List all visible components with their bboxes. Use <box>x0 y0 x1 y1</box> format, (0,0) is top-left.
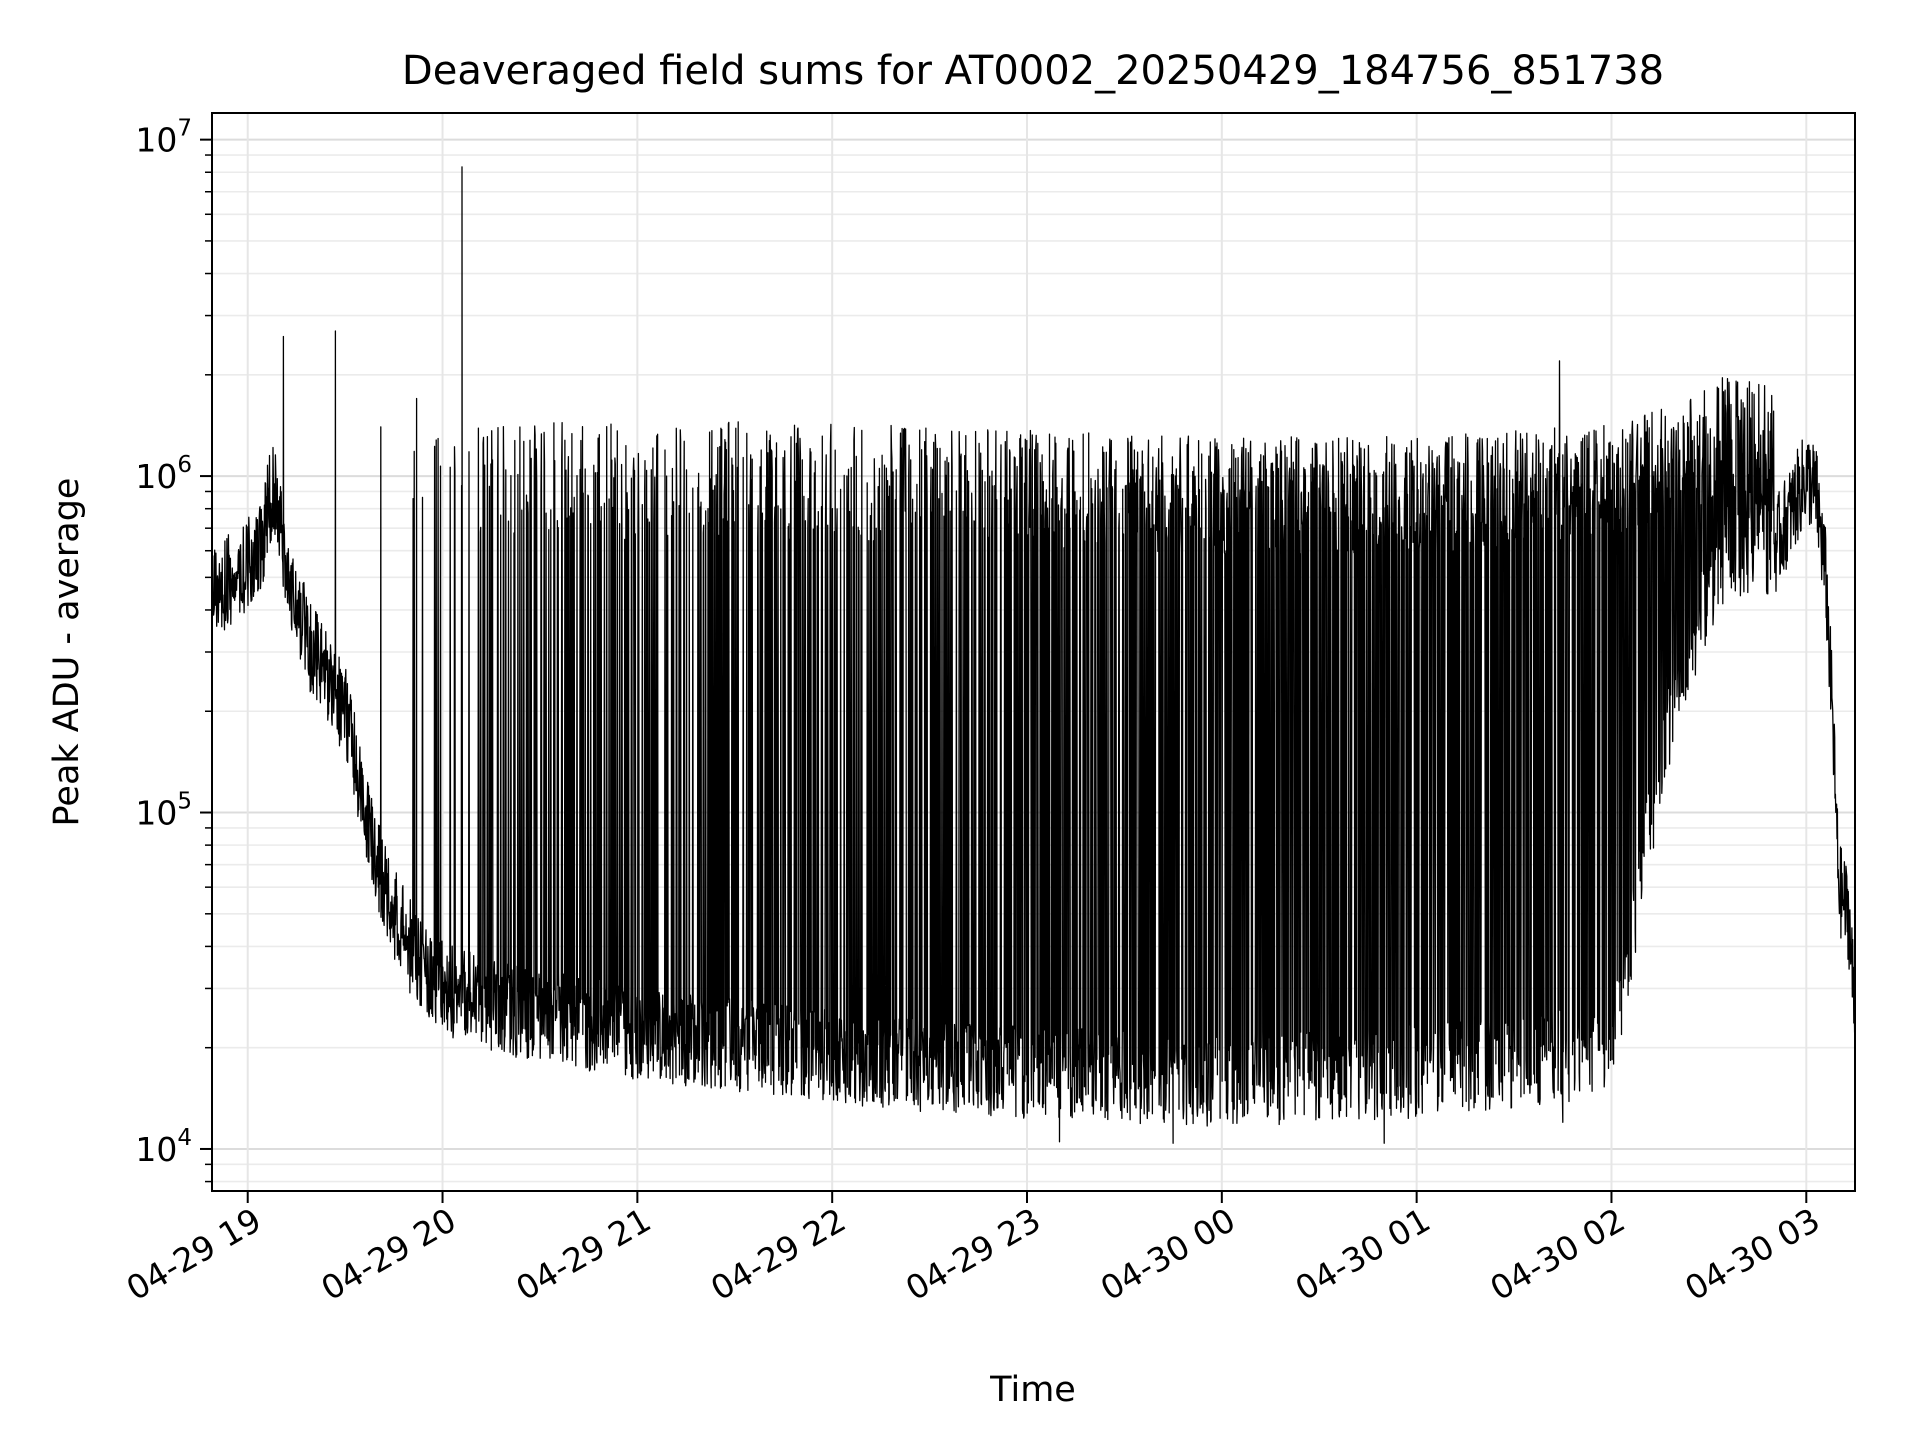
plot-lines <box>211 166 1856 1144</box>
y-axis: 104 105 106 107 <box>135 116 212 1183</box>
series-line <box>211 166 1856 1144</box>
y-tick-label: 104 <box>135 1125 192 1169</box>
y-tick-label: 106 <box>135 452 192 496</box>
chart-title: Deaveraged field sums for AT0002_2025042… <box>402 48 1664 94</box>
y-axis-label: Peak ADU - average <box>47 478 87 827</box>
x-axis-label: Time <box>989 1370 1076 1410</box>
y-tick-label: 107 <box>135 116 192 160</box>
y-tick-label: 105 <box>135 789 192 833</box>
